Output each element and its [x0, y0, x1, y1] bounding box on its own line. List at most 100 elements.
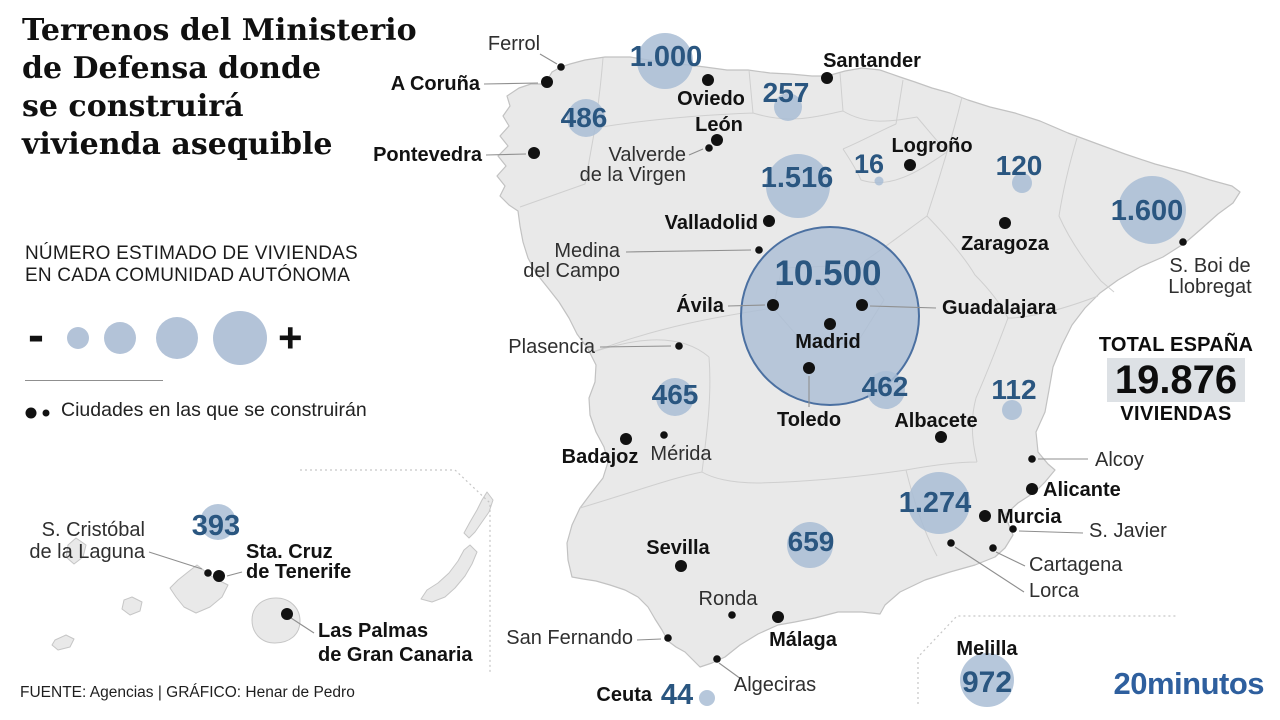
region-bubble-cataluna	[1118, 176, 1186, 244]
region-value-extremadura: 465	[652, 379, 699, 410]
city-dot-murcia	[979, 510, 991, 522]
city-label-malaga: Málaga	[769, 629, 838, 651]
leader-line-valverde	[688, 148, 704, 156]
region-bubble-melilla	[960, 653, 1014, 707]
region-value-asturias: 1.000	[630, 41, 703, 73]
brand-logo: 20minutos	[1113, 666, 1264, 701]
city-dot-algeciras	[713, 655, 721, 663]
region-value-melilla: 972	[962, 666, 1012, 699]
city-dot-san-fernando	[664, 634, 672, 642]
region-bubble-c-valenciana	[1002, 400, 1022, 420]
legend-size-scale: - +	[22, 304, 322, 375]
island-gran-canaria	[251, 597, 301, 644]
city-dot-s-boi	[1179, 238, 1187, 246]
leader-line-guadalajara	[869, 305, 937, 309]
region-bubble-madrid	[740, 226, 920, 406]
island-fuerteventura	[420, 544, 478, 603]
legend-circle-small	[67, 327, 89, 349]
city-dot-zaragoza	[999, 217, 1011, 229]
city-label-cartagena: Cartagena	[1029, 554, 1123, 576]
city-label-sta-cruz: Sta. Cruz de Tenerife	[246, 541, 351, 583]
city-dot-santander	[821, 72, 833, 84]
city-dot-ferrol	[557, 63, 565, 71]
city-dot-pontevedra	[528, 147, 540, 159]
city-label-alicante: Alicante	[1043, 479, 1121, 501]
city-dot-valladolid	[763, 215, 775, 227]
region-bubble-cantabria	[774, 93, 802, 121]
city-label-merida: Mérida	[650, 443, 712, 465]
city-label-pontevedra: Pontevedra	[373, 144, 483, 166]
leader-line-s-javier	[1018, 530, 1084, 534]
city-dot-sevilla	[675, 560, 687, 572]
region-value-aragon: 120	[996, 150, 1043, 181]
city-label-leon: León	[695, 114, 743, 136]
leader-line-s-cristobal	[148, 551, 203, 570]
region-value-andalucia: 659	[788, 526, 835, 557]
city-dot-leon	[711, 134, 723, 146]
page-title: Terrenos del Ministerio de Defensa donde…	[22, 13, 417, 162]
region-bubble-canarias	[200, 504, 236, 540]
city-label-badajoz: Badajoz	[562, 446, 639, 468]
city-label-logrono: Logroño	[891, 135, 972, 157]
region-bubble-murcia	[908, 472, 970, 534]
city-label-melilla: Melilla	[956, 638, 1018, 660]
total-unit: VIVIENDAS	[1120, 403, 1232, 425]
leader-line-ferrol	[539, 53, 558, 65]
city-dot-logrono	[904, 159, 916, 171]
island-el-hierro	[51, 634, 75, 651]
city-dot-toledo	[803, 362, 815, 374]
city-dot-guadalajara	[856, 299, 868, 311]
legend-cities-label: Ciudades en las que se construirán	[61, 399, 367, 421]
city-label-guadalajara: Guadalajara	[942, 297, 1057, 319]
region-value-murcia: 1.274	[899, 487, 972, 519]
island-la-gomera	[121, 596, 143, 616]
leader-line-algeciras	[718, 662, 742, 680]
leader-line-las-palmas	[290, 617, 315, 634]
city-dot-lorca	[947, 539, 955, 547]
city-label-s-boi: S. Boi de Llobregat	[1168, 255, 1252, 298]
city-label-toledo: Toledo	[777, 409, 841, 431]
leader-line-lorca	[954, 546, 1025, 593]
region-bubble-extremadura	[656, 378, 694, 416]
city-dot-cartagena	[989, 544, 997, 552]
city-dot-malaga	[772, 611, 784, 623]
city-dot-alcoy	[1028, 455, 1036, 463]
legend-cities-note: Ciudades en las que se construirán	[22, 399, 367, 422]
city-label-ceuta: Ceuta	[596, 684, 652, 706]
total-block: TOTAL ESPAÑA 19.876 VIVIENDAS	[1094, 334, 1258, 426]
region-value-castilla-la-mancha: 462	[862, 371, 909, 402]
city-label-alcoy: Alcoy	[1095, 449, 1144, 471]
city-label-san-fernando: San Fernando	[506, 627, 633, 649]
city-label-medina: Medina del Campo	[523, 240, 621, 282]
legend-divider	[25, 380, 163, 381]
city-label-plasencia: Plasencia	[508, 336, 596, 358]
leader-line-a-coruna	[483, 82, 539, 85]
city-dot-a-coruna	[541, 76, 553, 88]
city-dot-alicante	[1026, 483, 1038, 495]
city-label-zaragoza: Zaragoza	[961, 233, 1050, 255]
city-dot-medina	[755, 246, 763, 254]
legend-circle-medium	[104, 322, 136, 354]
region-value-madrid: 10.500	[774, 254, 881, 293]
city-dots-icon	[25, 407, 50, 418]
city-label-a-coruna: A Coruña	[391, 73, 481, 95]
region-bubble-castilla-la-mancha	[867, 371, 905, 409]
city-label-madrid: Madrid	[795, 331, 861, 353]
region-bubble-aragon	[1012, 173, 1032, 193]
legend-size-scale-graphic: - +	[28, 309, 303, 365]
total-value: 19.876	[1106, 358, 1246, 402]
region-value-cantabria: 257	[763, 77, 810, 108]
city-label-murcia: Murcia	[997, 506, 1062, 528]
region-bubble-asturias	[637, 33, 693, 89]
city-dot-merida	[660, 431, 668, 439]
region-bubble-castilla-y-leon	[766, 154, 830, 218]
region-bubble-andalucia	[787, 522, 833, 568]
city-label-valladolid: Valladolid	[665, 212, 758, 234]
inset-border-melilla	[917, 615, 1177, 704]
region-value-ceuta: 44	[661, 679, 693, 711]
city-label-algeciras: Algeciras	[734, 674, 816, 696]
leader-line-cartagena	[995, 551, 1026, 567]
legend-minus: -	[28, 309, 44, 362]
city-label-lorca: Lorca	[1029, 580, 1080, 602]
